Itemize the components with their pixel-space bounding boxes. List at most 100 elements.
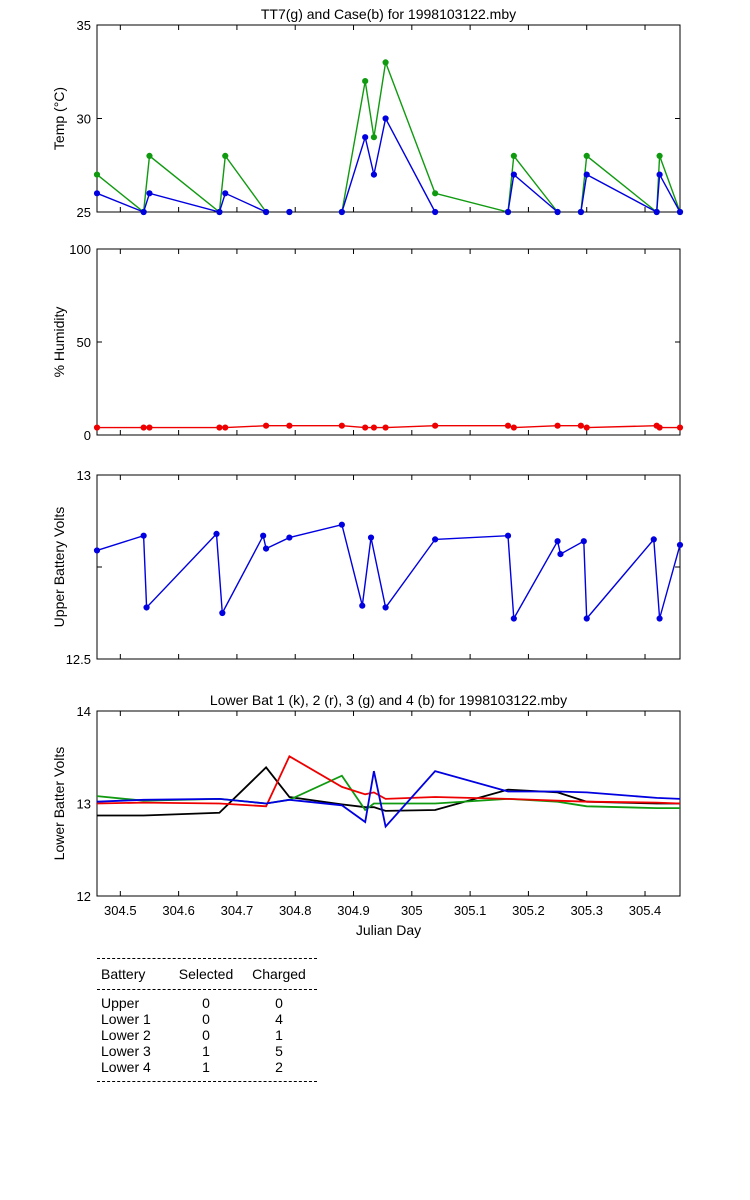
battery-name: Lower 1 bbox=[101, 1011, 151, 1027]
x-tick-label: 304.5 bbox=[104, 903, 137, 918]
y-tick-label: 13 bbox=[77, 468, 91, 483]
data-point bbox=[370, 171, 378, 178]
y-tick-label: 13 bbox=[77, 797, 91, 812]
x-tick-label: 304.7 bbox=[221, 903, 254, 918]
header-charged: Charged bbox=[252, 966, 306, 982]
table-row: Lower 1 0 4 bbox=[97, 1011, 317, 1027]
y-tick-label: 12.5 bbox=[66, 652, 91, 667]
data-point bbox=[213, 530, 220, 537]
data-point bbox=[583, 152, 590, 159]
data-point bbox=[676, 541, 684, 549]
data-point bbox=[219, 609, 226, 617]
data-point bbox=[262, 545, 270, 552]
data-point bbox=[554, 538, 561, 545]
data-point bbox=[216, 208, 223, 216]
y-axis-label: Upper Battery Volts bbox=[51, 507, 67, 628]
data-point bbox=[222, 152, 229, 159]
battery-name: Lower 4 bbox=[101, 1059, 151, 1075]
data-point bbox=[93, 190, 101, 197]
data-point bbox=[362, 134, 369, 141]
data-point bbox=[93, 547, 101, 554]
battery-name: Lower 3 bbox=[101, 1043, 151, 1059]
data-point bbox=[262, 208, 270, 216]
data-point bbox=[146, 424, 153, 431]
series-red bbox=[96, 755, 681, 808]
data-point bbox=[583, 424, 590, 431]
data-point bbox=[338, 208, 345, 216]
x-tick-label: 305.2 bbox=[512, 903, 545, 918]
header-battery: Battery bbox=[101, 966, 146, 982]
data-point bbox=[432, 536, 439, 543]
data-point bbox=[140, 532, 147, 539]
x-tick-label: 305 bbox=[401, 903, 423, 918]
data-point bbox=[432, 208, 439, 216]
data-point bbox=[504, 208, 512, 216]
series-black bbox=[97, 766, 680, 817]
x-tick-label: 305.1 bbox=[454, 903, 487, 918]
data-point bbox=[362, 78, 369, 85]
selected-value: 0 bbox=[202, 995, 210, 1011]
table-divider bbox=[97, 1081, 317, 1082]
battery-name: Upper bbox=[101, 995, 140, 1011]
data-point bbox=[93, 424, 101, 431]
data-point bbox=[656, 171, 663, 178]
selected-value: 1 bbox=[202, 1059, 210, 1075]
data-point bbox=[510, 171, 517, 178]
data-point bbox=[432, 190, 439, 197]
data-point bbox=[557, 551, 564, 558]
data-point bbox=[362, 424, 369, 431]
data-point bbox=[370, 424, 378, 431]
data-point bbox=[382, 115, 389, 122]
series-line bbox=[97, 766, 680, 817]
chart-title: TT7(g) and Case(b) for 1998103122.mby bbox=[261, 6, 516, 22]
series-line bbox=[96, 770, 681, 829]
data-point bbox=[286, 422, 293, 429]
x-tick-label: 304.8 bbox=[279, 903, 312, 918]
series-line bbox=[96, 154, 267, 214]
y-axis-label: Temp (°C) bbox=[51, 87, 67, 150]
data-point bbox=[510, 152, 517, 159]
data-point bbox=[216, 424, 223, 431]
data-point bbox=[656, 424, 663, 431]
selected-value: 1 bbox=[202, 1043, 210, 1059]
data-point bbox=[140, 424, 147, 431]
charged-value: 2 bbox=[275, 1059, 283, 1075]
x-tick-label: 304.9 bbox=[337, 903, 370, 918]
x-tick-label: 305.4 bbox=[629, 903, 662, 918]
series-red bbox=[93, 422, 684, 431]
series-blue bbox=[93, 521, 684, 622]
chart-panel-1 bbox=[93, 24, 684, 216]
selected-value: 0 bbox=[202, 1011, 210, 1027]
series-line bbox=[580, 172, 681, 214]
series-line bbox=[96, 523, 681, 621]
data-point bbox=[286, 208, 293, 216]
series-blue bbox=[93, 115, 684, 216]
series-line bbox=[96, 755, 681, 808]
chart-panel-4 bbox=[96, 710, 681, 897]
data-point bbox=[554, 422, 561, 429]
data-point bbox=[370, 134, 378, 141]
battery-table: Battery Selected Charged Upper 0 0 Lower… bbox=[97, 958, 317, 1082]
data-point bbox=[577, 422, 584, 429]
data-point bbox=[140, 208, 147, 216]
y-tick-label: 14 bbox=[77, 704, 91, 719]
x-tick-label: 304.6 bbox=[162, 903, 195, 918]
charged-value: 1 bbox=[275, 1027, 283, 1043]
y-tick-label: 30 bbox=[77, 112, 91, 127]
chart-panel-3 bbox=[93, 474, 684, 660]
data-point bbox=[286, 534, 293, 541]
table-divider bbox=[97, 958, 317, 959]
y-axis-label: Lower Batter Volts bbox=[51, 747, 67, 861]
table-row: Lower 3 1 5 bbox=[97, 1043, 317, 1059]
series-line bbox=[96, 192, 267, 213]
data-point bbox=[432, 422, 439, 429]
table-row: Upper 0 0 bbox=[97, 995, 317, 1011]
y-tick-label: 12 bbox=[77, 889, 91, 904]
header-selected: Selected bbox=[178, 966, 234, 982]
table-row: Lower 4 1 2 bbox=[97, 1059, 317, 1075]
data-point bbox=[146, 152, 153, 159]
data-point bbox=[143, 604, 150, 611]
charged-value: 5 bbox=[275, 1043, 283, 1059]
y-tick-label: 25 bbox=[77, 205, 91, 220]
